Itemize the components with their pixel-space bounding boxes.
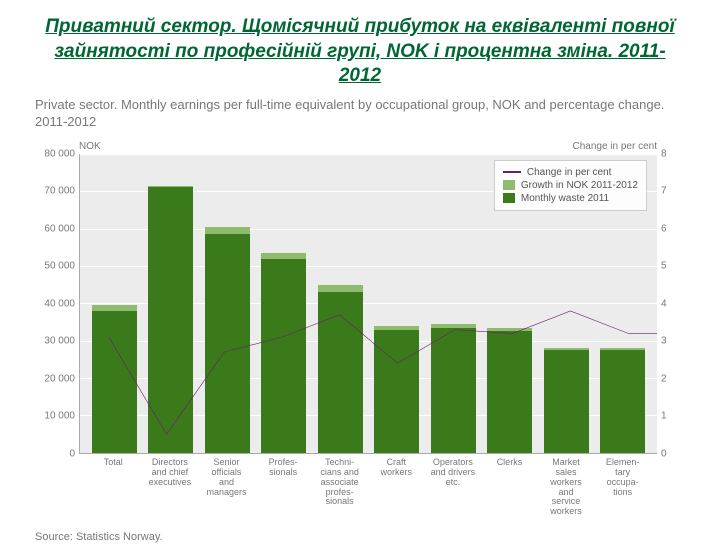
x-label: Senior officials and managers [204,458,249,517]
x-label: Elemen-tary occupa-tions [600,458,645,517]
legend: Change in per cent Growth in NOK 2011-201… [494,160,647,211]
y-right-tick: 5 [661,261,667,272]
y-right-tick: 8 [661,148,667,159]
chart-container: Private sector. Monthly earnings per ful… [35,97,685,543]
bar-dark [148,187,193,452]
bar-dark [431,328,476,453]
bar-dark [600,350,645,453]
y-left-tick: 40 000 [44,298,75,309]
bar-dark [318,292,363,453]
y-left-tick: 70 000 [44,186,75,197]
bar-light [487,328,532,332]
left-axis-label: NOK [79,141,101,152]
x-label: Techni-cians and associate profes-sional… [317,458,362,517]
x-axis-labels: TotalDirectors and chief executives Senio… [79,454,657,517]
right-axis-label: Change in per cent [572,141,657,152]
y-left-tick: 10 000 [44,411,75,422]
legend-item: Growth in NOK 2011-2012 [503,180,638,191]
bar-dark [374,330,419,453]
y-left-tick: 0 [69,448,75,459]
plot-container: 010 00020 00030 00040 00050 00060 00070 … [35,154,685,454]
bar-light [374,326,419,330]
chart-subtitle: Private sector. Monthly earnings per ful… [35,97,685,131]
y-left-tick: 30 000 [44,336,75,347]
x-label: Directors and chief executives [147,458,192,517]
slide-title: Приватний сектор. Щомісячний прибуток на… [40,15,680,89]
legend-swatch-line [503,171,521,173]
source-text: Source: Statistics Norway. [35,531,685,543]
plot-area: Change in per cent Growth in NOK 2011-201… [79,154,657,454]
x-label: Total [91,458,136,517]
y-axis-right: 012345678 [657,154,685,454]
y-left-tick: 80 000 [44,148,75,159]
legend-item: Monthly waste 2011 [503,193,638,204]
bar-group [374,154,419,453]
bar-dark [487,331,532,452]
bar-dark [92,311,137,453]
bar-light [148,186,193,188]
bar-light [600,348,645,350]
bar-group [261,154,306,453]
y-right-tick: 0 [661,448,667,459]
bar-group [148,154,193,453]
legend-swatch-box [503,193,515,203]
bar-light [544,348,589,350]
bar-group [205,154,250,453]
bar-light [205,227,250,234]
bar-group [431,154,476,453]
bar-dark [261,259,306,453]
x-label: Clerks [487,458,532,517]
x-label: Craft workers [374,458,419,517]
y-left-tick: 60 000 [44,223,75,234]
bar-light [92,305,137,311]
bar-light [318,285,363,292]
y-axis-left: 010 00020 00030 00040 00050 00060 00070 … [35,154,79,454]
bar-group [318,154,363,453]
y-left-tick: 50 000 [44,261,75,272]
y-left-tick: 20 000 [44,373,75,384]
y-right-tick: 2 [661,373,667,384]
legend-item: Change in per cent [503,167,638,178]
axis-labels-row: NOK Change in per cent [35,141,685,152]
legend-swatch-box [503,180,515,190]
bar-dark [205,234,250,453]
x-label: Operators and drivers etc. [430,458,475,517]
x-label: Profes-sionals [260,458,305,517]
legend-label: Change in per cent [527,167,612,178]
y-right-tick: 6 [661,223,667,234]
bar-light [261,253,306,259]
y-right-tick: 3 [661,336,667,347]
bar-group [92,154,137,453]
legend-label: Monthly waste 2011 [521,193,609,204]
y-right-tick: 4 [661,298,667,309]
x-label: Market sales workers and service workers [543,458,588,517]
bar-dark [544,350,589,453]
y-right-tick: 7 [661,186,667,197]
bar-light [431,324,476,328]
y-right-tick: 1 [661,411,667,422]
legend-label: Growth in NOK 2011-2012 [521,180,638,191]
